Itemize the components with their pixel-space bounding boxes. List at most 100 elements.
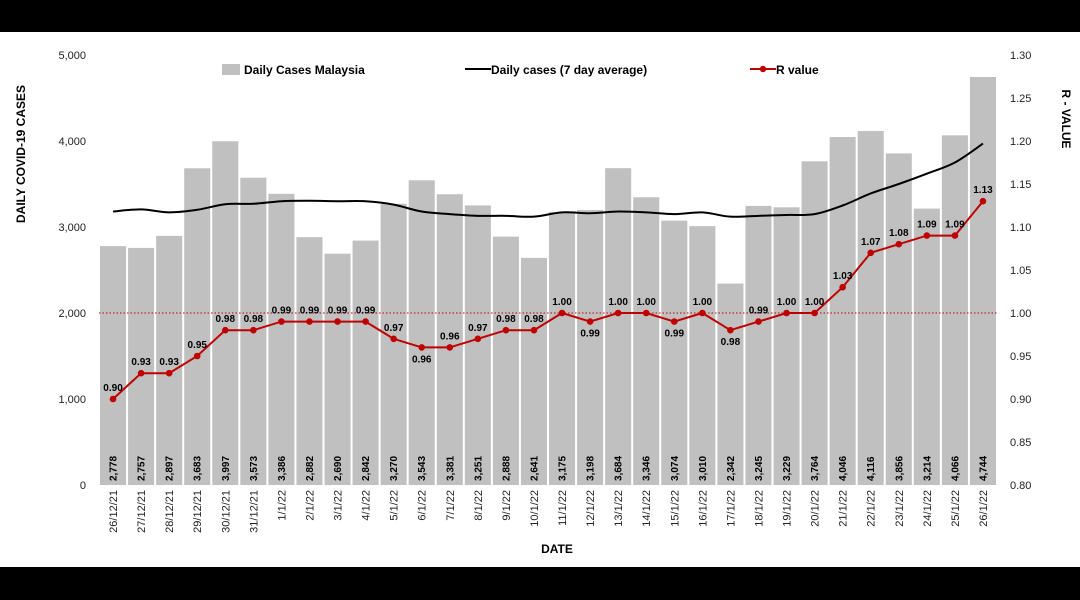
r-value-label: 0.99 bbox=[665, 329, 685, 340]
x-axis-title: DATE bbox=[541, 542, 573, 556]
r-value-point bbox=[306, 318, 313, 325]
x-axis-tick-label: 15/1/22 bbox=[669, 490, 681, 527]
bar bbox=[745, 205, 772, 485]
x-axis-tick-label: 21/1/22 bbox=[838, 490, 850, 527]
right-axis-tick-label: 0.85 bbox=[1010, 437, 1031, 449]
x-axis-tick-label: 14/1/22 bbox=[641, 490, 653, 527]
r-value-label: 1.08 bbox=[889, 228, 909, 239]
r-value-label: 1.00 bbox=[608, 297, 628, 308]
bar bbox=[969, 77, 996, 486]
r-value-label: 0.90 bbox=[103, 383, 123, 394]
x-axis-tick-label: 31/12/21 bbox=[248, 490, 260, 533]
r-value-point bbox=[474, 335, 482, 343]
bar-value-label: 3,573 bbox=[249, 456, 260, 481]
right-axis-tick-label: 1.10 bbox=[1010, 222, 1031, 234]
right-axis-tick-label: 0.80 bbox=[1010, 480, 1031, 492]
x-axis-tick-label: 20/1/22 bbox=[810, 490, 822, 527]
bar bbox=[324, 253, 351, 485]
right-axis-tick-label: 1.30 bbox=[1010, 50, 1031, 62]
r-value-label: 1.09 bbox=[945, 220, 965, 231]
r-value-point bbox=[334, 318, 341, 325]
r-value-point bbox=[530, 326, 538, 334]
bar bbox=[913, 208, 940, 485]
bar bbox=[941, 135, 968, 485]
bar bbox=[100, 246, 127, 485]
bar bbox=[520, 257, 547, 485]
r-value-label: 0.98 bbox=[216, 314, 236, 325]
r-value-point bbox=[502, 326, 510, 334]
left-axis-tick-label: 2,000 bbox=[58, 308, 86, 320]
bar bbox=[268, 193, 295, 485]
r-value-point bbox=[951, 232, 959, 239]
r-value-label: 0.95 bbox=[187, 340, 207, 351]
x-axis-tick-label: 27/12/21 bbox=[136, 490, 148, 533]
x-axis-tick-label: 23/1/22 bbox=[894, 490, 906, 527]
left-axis-tick-label: 0 bbox=[80, 480, 86, 492]
r-value-label: 1.09 bbox=[917, 220, 937, 231]
bar-value-label: 2,342 bbox=[726, 456, 737, 481]
x-axis-tick-label: 10/1/22 bbox=[529, 490, 541, 527]
r-value-point bbox=[250, 326, 257, 334]
x-axis-tick-label: 3/1/22 bbox=[333, 490, 345, 521]
r-value-point bbox=[137, 369, 145, 377]
legend-label-seven-day-average: Daily cases (7 day average) bbox=[491, 63, 647, 77]
bar bbox=[885, 153, 912, 485]
x-axis-tick-label: 19/1/22 bbox=[782, 490, 794, 527]
r-value-point bbox=[642, 309, 650, 317]
r-value-label: 0.93 bbox=[159, 357, 179, 368]
r-value-point bbox=[278, 318, 285, 325]
x-axis-tick-label: 17/1/22 bbox=[725, 490, 737, 527]
bar-value-label: 2,888 bbox=[501, 456, 512, 481]
r-value-point bbox=[979, 197, 987, 205]
r-value-label: 0.97 bbox=[468, 323, 488, 334]
x-axis-tick-label: 2/1/22 bbox=[304, 490, 316, 521]
bar-value-label: 3,074 bbox=[670, 456, 681, 481]
x-axis-tick-label: 18/1/22 bbox=[753, 490, 765, 527]
r-value-label: 0.93 bbox=[131, 357, 151, 368]
r-value-point bbox=[867, 249, 875, 257]
x-axis-tick-label: 5/1/22 bbox=[389, 490, 401, 521]
chart-svg: 2,778 2,757 2,897 3,683 3,997 3,573 3,386 2,882… bbox=[14, 50, 1073, 556]
bar bbox=[408, 180, 435, 485]
bar-value-label: 3,175 bbox=[558, 456, 569, 481]
legend-label-daily-cases: Daily Cases Malaysia bbox=[244, 63, 365, 77]
bar bbox=[857, 131, 884, 486]
bar-value-label: 3,381 bbox=[445, 456, 456, 481]
x-axis-tick-label: 28/12/21 bbox=[164, 490, 176, 533]
bar bbox=[773, 207, 800, 485]
bar-value-label: 3,543 bbox=[417, 456, 428, 481]
x-axis-tick-label: 29/12/21 bbox=[192, 490, 204, 533]
legend: Daily Cases Malaysia Daily cases (7 day … bbox=[222, 63, 819, 77]
bar bbox=[296, 237, 323, 485]
chart-panel: 2,778 2,757 2,897 3,683 3,997 3,573 3,386 2,882… bbox=[0, 32, 1080, 567]
right-axis-tick-label: 0.95 bbox=[1010, 351, 1031, 363]
r-value-point bbox=[165, 369, 173, 377]
r-value-point bbox=[418, 344, 426, 351]
bar-value-label: 3,997 bbox=[221, 456, 232, 481]
r-value-point bbox=[783, 309, 790, 317]
right-axis-tick-label: 1.00 bbox=[1010, 308, 1031, 320]
r-value-point bbox=[614, 309, 622, 317]
r-value-point bbox=[193, 352, 201, 360]
r-value-label: 0.99 bbox=[580, 329, 600, 340]
r-value-line bbox=[112, 200, 984, 400]
bar bbox=[380, 203, 407, 485]
r-value-point bbox=[895, 240, 903, 248]
r-value-label: 1.07 bbox=[861, 237, 881, 248]
bar bbox=[156, 235, 183, 485]
r-value-label: 1.00 bbox=[636, 297, 656, 308]
r-value-label: 0.98 bbox=[524, 314, 544, 325]
r-value-points-layer bbox=[109, 197, 987, 403]
x-axis-tick-label: 26/1/22 bbox=[978, 490, 990, 527]
r-value-label: 0.98 bbox=[721, 337, 741, 348]
bar-value-label: 3,251 bbox=[473, 456, 484, 481]
bar-value-label: 2,897 bbox=[165, 456, 176, 481]
bar bbox=[633, 197, 660, 485]
bar bbox=[128, 247, 155, 485]
x-axis-tick-label: 12/1/22 bbox=[585, 490, 597, 527]
r-value-point bbox=[586, 318, 594, 325]
r-value-point bbox=[558, 309, 566, 317]
r-value-label: 1.00 bbox=[693, 297, 713, 308]
bar-value-label: 4,046 bbox=[838, 456, 849, 481]
bar-value-label: 4,744 bbox=[978, 456, 989, 481]
